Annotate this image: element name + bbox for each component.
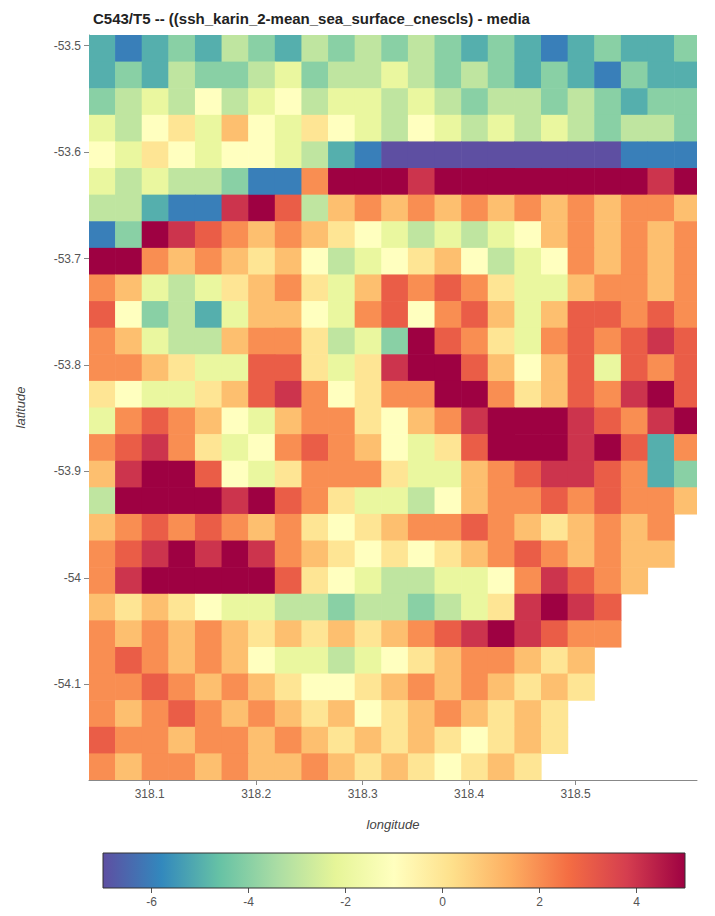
svg-text:-54.1: -54.1 xyxy=(54,677,82,691)
svg-text:latitude: latitude xyxy=(13,387,28,429)
svg-text:318.2: 318.2 xyxy=(241,787,271,801)
svg-text:-54: -54 xyxy=(64,571,82,585)
svg-text:-4: -4 xyxy=(243,895,254,909)
svg-text:-53.5: -53.5 xyxy=(54,39,82,53)
svg-text:4: 4 xyxy=(633,895,640,909)
svg-text:-53.8: -53.8 xyxy=(54,358,82,372)
svg-text:318.3: 318.3 xyxy=(348,787,378,801)
svg-text:318.5: 318.5 xyxy=(561,787,591,801)
svg-text:-53.6: -53.6 xyxy=(54,145,82,159)
svg-text:0: 0 xyxy=(439,895,446,909)
svg-text:318.4: 318.4 xyxy=(454,787,484,801)
svg-text:-2: -2 xyxy=(340,895,351,909)
svg-text:longitude: longitude xyxy=(367,817,420,832)
svg-text:318.1: 318.1 xyxy=(135,787,165,801)
svg-text:-53.9: -53.9 xyxy=(54,464,82,478)
svg-text:-53.7: -53.7 xyxy=(54,252,82,266)
svg-text:C543/T5 -- ((ssh_karin_2-mean_: C543/T5 -- ((ssh_karin_2-mean_sea_surfac… xyxy=(93,10,531,27)
svg-text:-6: -6 xyxy=(146,895,157,909)
svg-text:2: 2 xyxy=(536,895,543,909)
